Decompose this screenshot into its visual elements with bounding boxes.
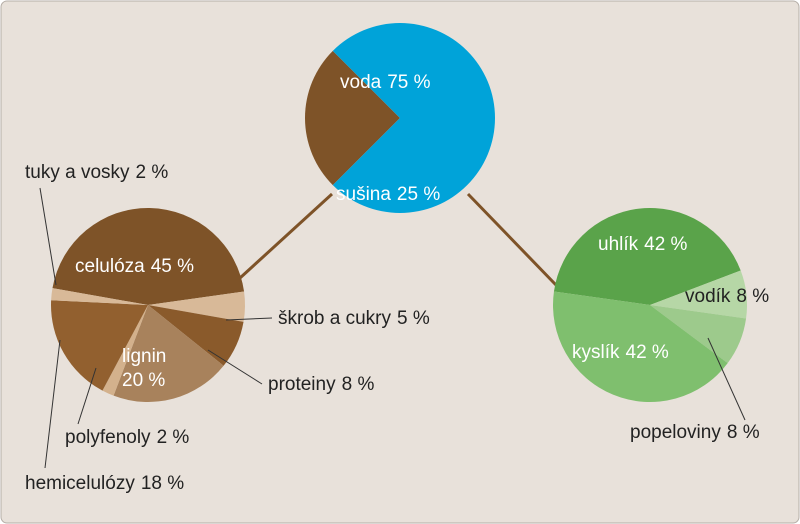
- category-label: vodík: [685, 286, 731, 307]
- category-label: sušina: [336, 184, 391, 205]
- slice-label: polyfenoly 2 %: [65, 427, 189, 448]
- slice-label: kyslík 42 %: [572, 342, 669, 363]
- slice-label: celulóza 45 %: [75, 256, 194, 277]
- slice-label: vodík 8 %: [685, 286, 769, 307]
- category-label: kyslík: [572, 342, 620, 363]
- slice-label: sušina 25 %: [336, 184, 440, 205]
- category-label: tuky a vosky: [25, 162, 130, 183]
- category-label: proteiny: [268, 374, 336, 395]
- leader-line: [44, 339, 61, 469]
- pie-slice: [52, 208, 245, 305]
- pie-slice: [113, 305, 224, 402]
- category-label: celulóza: [75, 256, 145, 277]
- value-label: 5 %: [397, 308, 430, 329]
- pie-slice: [552, 291, 728, 403]
- pie-slice: [305, 50, 400, 186]
- pie-slice: [332, 22, 495, 213]
- category-label: polyfenoly: [65, 427, 151, 448]
- category-label: lignin: [122, 346, 166, 367]
- leader-line: [225, 317, 273, 321]
- leader-line: [77, 367, 97, 425]
- slice-label: uhlík 42 %: [598, 234, 688, 255]
- category-label: škrob a cukry: [278, 308, 391, 329]
- category-label: uhlík: [598, 234, 639, 255]
- slice-label: škrob a cukry 5 %: [278, 308, 430, 329]
- pie-slice: [650, 270, 748, 319]
- leader-line: [707, 337, 746, 421]
- leader-line: [207, 349, 263, 385]
- pie-slice: [51, 288, 148, 305]
- value-label: 8 %: [736, 286, 769, 307]
- pie-slice: [148, 291, 245, 322]
- slice-label: popeloviny 8 %: [630, 422, 760, 443]
- category-label: hemicelulózy: [25, 473, 135, 494]
- connector: [466, 192, 558, 287]
- slice-label: voda 75 %: [340, 72, 431, 93]
- slice-label: lignin 20 %: [122, 346, 166, 391]
- slice-label: proteiny 8 %: [268, 374, 374, 395]
- connector: [238, 192, 334, 280]
- value-label: 20 %: [122, 370, 165, 391]
- slice-label: hemicelulózy 18 %: [25, 473, 184, 494]
- pie-slice: [51, 300, 148, 391]
- value-label: 18 %: [141, 473, 184, 494]
- pie-slice: [148, 305, 244, 366]
- pie-slice: [553, 207, 741, 305]
- value-label: 25 %: [397, 184, 440, 205]
- value-label: 45 %: [151, 256, 194, 277]
- slice-label: tuky a vosky 2 %: [25, 162, 168, 183]
- value-label: 8 %: [342, 374, 375, 395]
- pie-slice: [650, 305, 747, 364]
- category-label: popeloviny: [630, 422, 721, 443]
- value-label: 2 %: [157, 427, 190, 448]
- value-label: 75 %: [387, 72, 430, 93]
- value-label: 2 %: [136, 162, 169, 183]
- pie-slice: [102, 305, 148, 396]
- category-label: voda: [340, 72, 382, 93]
- value-label: 8 %: [727, 422, 760, 443]
- value-label: 42 %: [626, 342, 669, 363]
- leader-line: [39, 187, 57, 286]
- value-label: 42 %: [644, 234, 687, 255]
